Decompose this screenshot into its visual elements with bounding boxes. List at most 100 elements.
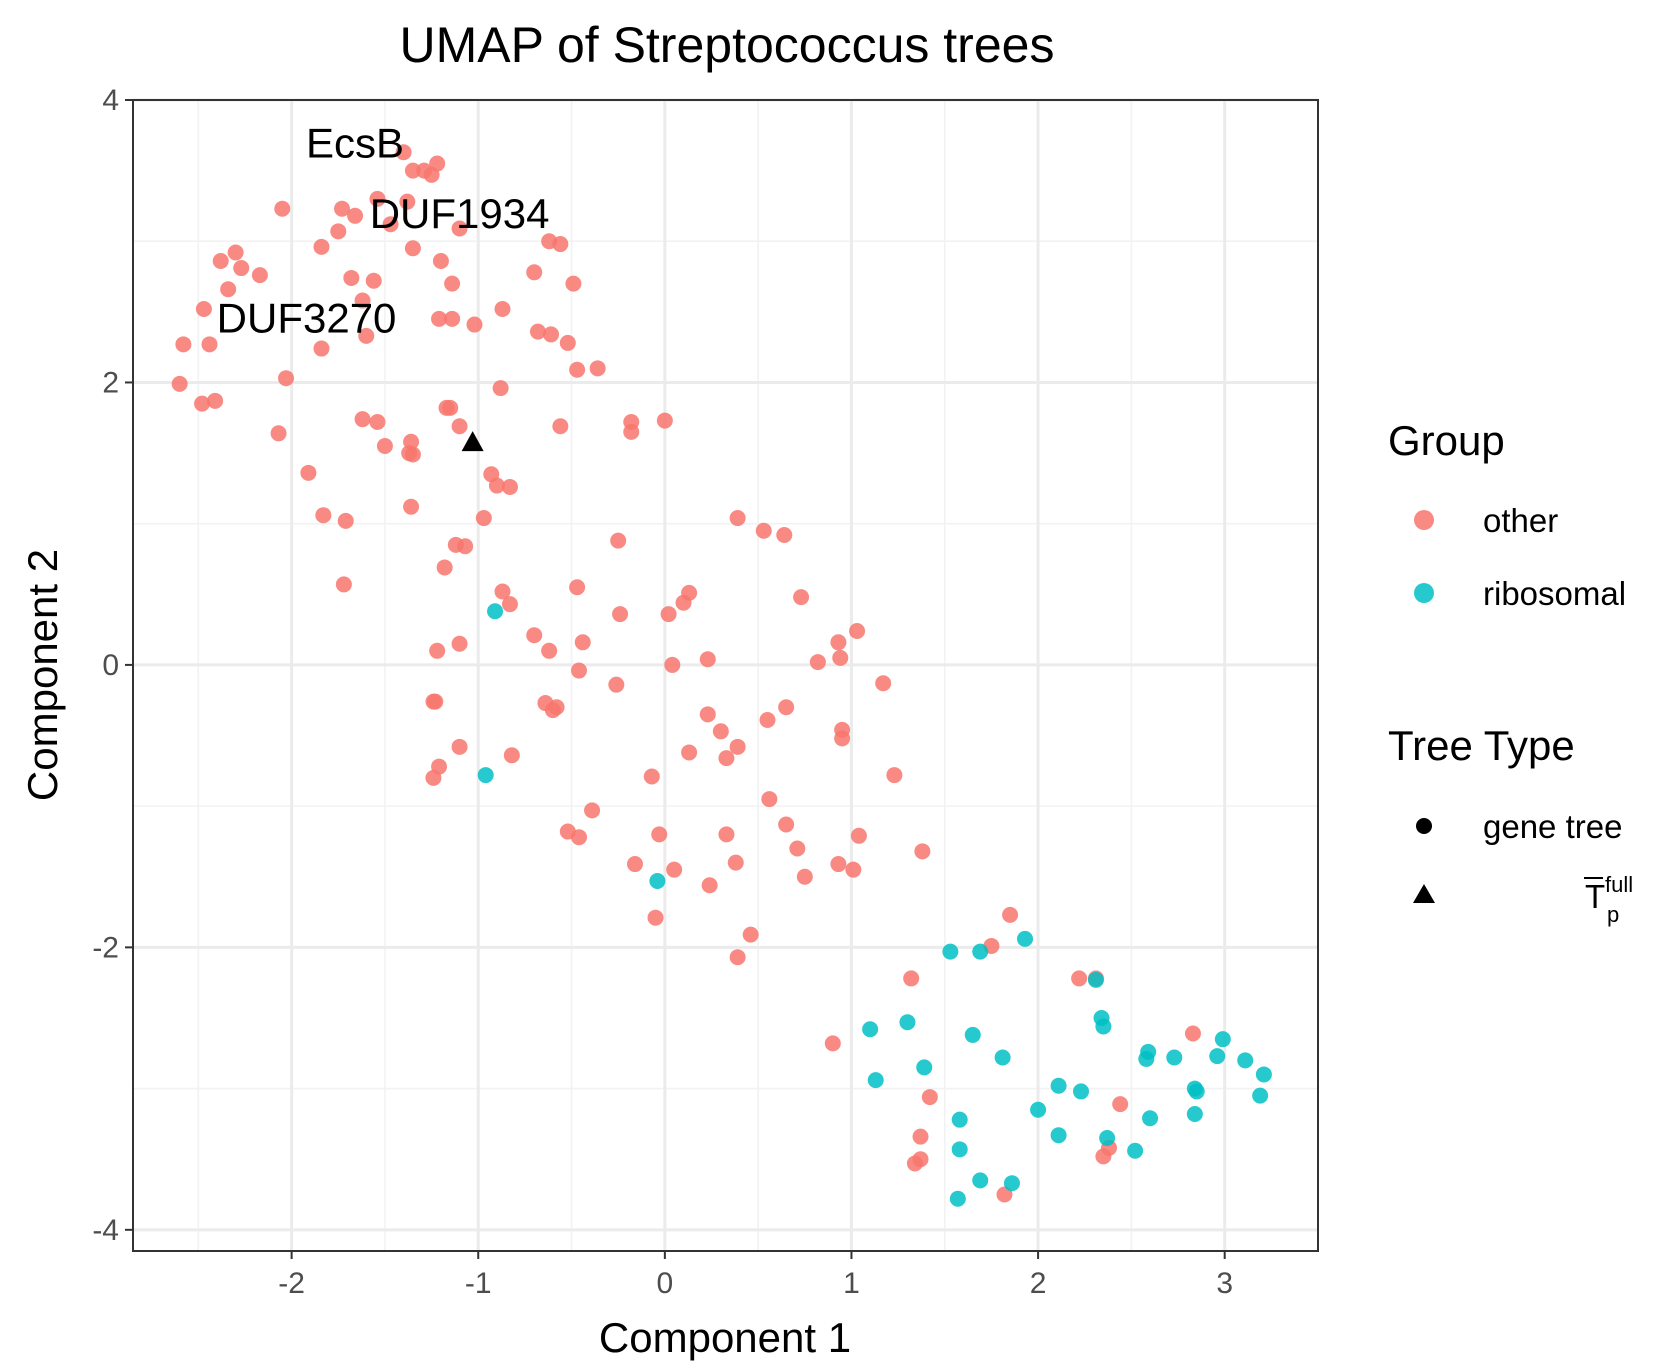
other-point-36 [358, 327, 375, 344]
axis-ticks: -2 -1 0 1 2 3 -4 -2 0 2 4 [92, 84, 1233, 1300]
other-point-113 [681, 744, 698, 761]
other-point-46 [194, 395, 211, 412]
ribosomal-point-37 [949, 1190, 966, 1207]
other-point-145 [824, 1035, 841, 1052]
x-tick-label-5: 3 [1216, 1267, 1233, 1300]
ribosomal-point-0 [487, 603, 504, 620]
legend-reference-sub: p [1607, 902, 1619, 927]
ribosomal-point-35 [972, 1172, 989, 1189]
other-point-72 [776, 526, 793, 543]
legend: Group other ribosomal Tree Type gene tre… [1388, 417, 1633, 927]
legend-reference-label: T full p [1584, 872, 1633, 927]
other-point-52 [451, 418, 468, 435]
other-point-17 [552, 236, 569, 253]
other-point-38 [543, 326, 560, 343]
ribosomal-point-11 [964, 1026, 981, 1043]
other-point-23 [365, 272, 382, 289]
x-tick-label-2: 0 [657, 1267, 674, 1300]
y-axis-title: Component 2 [19, 549, 66, 801]
ribosomal-point-25 [1188, 1083, 1205, 1100]
other-point-95 [809, 654, 826, 671]
point-annotations: EcsB DUF1934 DUF3270 [217, 119, 550, 341]
ribosomal-point-23 [1073, 1083, 1089, 1100]
other-point-33 [466, 316, 483, 333]
other-point-61 [404, 446, 421, 463]
y-tick-label-3: 2 [102, 366, 119, 399]
ribosomal-point-36 [1003, 1175, 1020, 1192]
other-point-9 [347, 207, 364, 224]
ribosomal-point-1 [477, 767, 494, 784]
other-point-92 [541, 642, 558, 659]
other-point-71 [755, 522, 772, 539]
other-point-124 [571, 829, 588, 846]
other-point-19 [212, 252, 229, 269]
other-point-64 [488, 477, 505, 494]
other-point-42 [589, 360, 606, 377]
ribosomal-point-26 [1252, 1087, 1269, 1104]
other-point-141 [729, 949, 746, 966]
other-point-147 [921, 1089, 938, 1106]
y-tick-label-0: -4 [92, 1214, 119, 1247]
other-point-57 [270, 425, 287, 442]
other-point-65 [501, 478, 518, 495]
other-point-1 [404, 162, 421, 179]
other-point-128 [789, 840, 806, 857]
other-point-151 [906, 1155, 923, 1172]
other-point-107 [778, 699, 795, 716]
other-point-154 [996, 1186, 1013, 1203]
x-tick-label-1: -1 [465, 1267, 492, 1300]
other-point-88 [830, 634, 847, 651]
other-point-118 [643, 768, 660, 785]
other-point-120 [761, 791, 778, 808]
other-point-129 [914, 843, 931, 860]
other-point-0 [395, 144, 412, 161]
other-point-98 [608, 676, 625, 693]
other-point-94 [832, 649, 849, 666]
ribosomal-point-17 [1209, 1048, 1226, 1065]
other-point-136 [701, 877, 718, 894]
other-point-47 [207, 392, 224, 409]
other-point-37 [529, 323, 546, 340]
other-point-82 [675, 594, 692, 611]
x-tick-label-4: 2 [1030, 1267, 1047, 1300]
other-point-138 [1002, 906, 1019, 923]
legend-gene-tree-label: gene tree [1483, 808, 1622, 845]
other-point-69 [475, 510, 492, 527]
other-point-27 [220, 281, 237, 298]
annotation-ecsb: EcsB [306, 119, 404, 166]
other-point-111 [451, 738, 468, 755]
other-point-67 [315, 507, 332, 524]
other-point-143 [1071, 970, 1088, 987]
other-point-75 [457, 538, 474, 555]
other-point-87 [574, 634, 591, 651]
other-point-80 [569, 579, 586, 596]
other-point-21 [251, 267, 268, 284]
x-axis-title: Component 1 [599, 1314, 851, 1361]
other-point-89 [849, 623, 866, 640]
other-point-5 [369, 190, 386, 207]
other-point-101 [427, 693, 444, 710]
other-point-137 [647, 909, 664, 926]
y-tick-label-1: -2 [92, 931, 119, 964]
ribosomal-point-19 [1255, 1066, 1272, 1083]
other-point-34 [175, 336, 192, 353]
legend-reference-main: T [1585, 878, 1605, 915]
other-point-7 [274, 200, 291, 217]
other-point-108 [712, 723, 729, 740]
other-point-134 [666, 861, 683, 878]
other-point-26 [565, 275, 582, 292]
other-point-121 [584, 802, 601, 819]
other-point-149 [912, 1128, 929, 1145]
other-point-97 [571, 662, 588, 679]
other-point-22 [343, 269, 360, 286]
annotation-duf1934: DUF1934 [370, 190, 550, 237]
other-point-6 [399, 193, 416, 210]
other-point-70 [729, 510, 746, 527]
ribosomal-point-3 [1017, 930, 1034, 947]
other-point-35 [201, 336, 218, 353]
chart-title: UMAP of Streptococcus trees [400, 17, 1055, 73]
legend-type-title: Tree Type [1388, 722, 1575, 769]
other-point-148 [1112, 1096, 1129, 1113]
other-point-146 [1184, 1025, 1201, 1042]
other-point-99 [875, 675, 892, 692]
